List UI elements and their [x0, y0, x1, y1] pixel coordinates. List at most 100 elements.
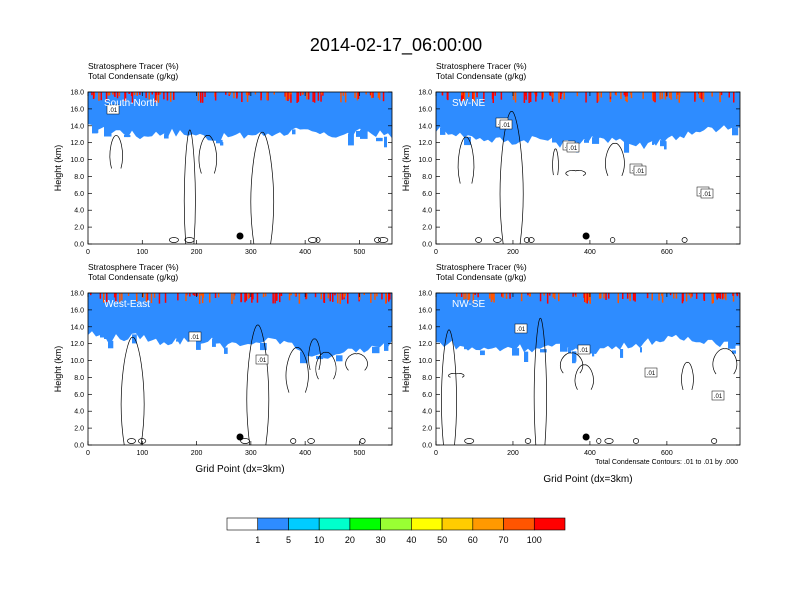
tracer-streak [702, 92, 705, 103]
tracer-streak [624, 92, 627, 97]
tracer-streak [703, 293, 706, 301]
tracer-streak [596, 92, 599, 103]
tracer-streak [388, 293, 390, 302]
tracer-streak [158, 293, 161, 304]
tracer-streak [354, 92, 356, 98]
condensate-contours: .01 .01 .01 .01 [441, 317, 738, 445]
tracer-field: .01.01.01.01.01.01.01.01 [436, 92, 740, 244]
tracer-streak [712, 293, 714, 304]
condensate-contour [345, 353, 368, 371]
tracer-streak [542, 92, 544, 98]
tracer-streak [157, 92, 160, 95]
tracer-drip [480, 350, 485, 356]
tracer-streak [535, 92, 537, 102]
tracer-drip [384, 343, 389, 351]
tracer-streak [312, 92, 314, 102]
tracer-streak [340, 92, 342, 103]
tracer-streak [296, 92, 298, 103]
tracer-streak [385, 293, 387, 304]
condensate-contour [528, 237, 535, 243]
y-tick-label: 0.0 [74, 443, 84, 450]
tracer-streak [473, 92, 475, 103]
tracer-streak [732, 293, 734, 296]
colorbar-label: 20 [345, 535, 355, 545]
tracer-streak [539, 293, 542, 302]
tracer-drip [652, 141, 655, 145]
tracer-streak [204, 92, 206, 97]
contour-label-box [644, 367, 658, 378]
tracer-streak [356, 92, 359, 101]
tracer-streak [148, 92, 150, 100]
condensate-contour [127, 438, 136, 444]
tracer-streak [623, 92, 626, 96]
contour-label: .01 [517, 327, 526, 333]
y-tick-label: 12.0 [70, 341, 84, 348]
condensate-contour [183, 129, 196, 244]
y-tick-label: 8.0 [422, 174, 432, 181]
tracer-streak [279, 293, 281, 303]
tracer-drip [384, 136, 387, 148]
tracer-streak [528, 92, 530, 103]
tracer-drip [356, 130, 362, 137]
tracer-streak [698, 92, 701, 99]
tracer-streak [691, 293, 693, 297]
x-tick-label: 400 [584, 450, 596, 457]
tracer-streak [347, 293, 349, 304]
tracer-drip [104, 336, 110, 339]
tracer-streak [321, 92, 323, 95]
condensate-contour [475, 237, 483, 243]
contour-label: .01 [580, 348, 589, 354]
tracer-streak [509, 293, 511, 299]
y-tick-label: 18.0 [418, 90, 432, 97]
condensate-contour [499, 111, 524, 244]
tracer-streak [543, 293, 545, 296]
y-axis-label: Height (km) [401, 346, 411, 393]
tracer-streak [719, 293, 722, 299]
condensate-contour [198, 135, 217, 174]
tracer-streak [155, 92, 158, 96]
colorbar-label: 60 [468, 535, 478, 545]
tracer-streak [461, 92, 463, 96]
x-tick-label: 200 [507, 249, 519, 256]
tracer-streak [145, 293, 148, 302]
tracer-streak [288, 293, 291, 301]
tracer-band [88, 92, 392, 143]
x-tick-label: 300 [245, 249, 257, 256]
y-tick-label: 12.0 [418, 341, 432, 348]
tracer-drip [216, 139, 223, 144]
condensate-contour [711, 438, 718, 444]
tracer-streak [502, 293, 504, 298]
tracer-streak [675, 293, 678, 299]
x-tick-label: 400 [584, 249, 596, 256]
x-tick-label: 500 [354, 249, 366, 256]
tracer-streak [196, 293, 198, 297]
plot-frame [87, 91, 393, 245]
tracer-streak [468, 92, 470, 98]
tracer-band [436, 92, 740, 150]
tracer-drip [196, 340, 201, 350]
location-marker [582, 433, 590, 441]
tracer-streak [472, 293, 475, 304]
tracer-streak [669, 293, 672, 296]
tracer-streak [342, 92, 345, 96]
condensate-contour [712, 348, 738, 375]
tracer-streak [231, 293, 233, 304]
tracer-streak [685, 293, 688, 302]
tracer-streak [676, 92, 679, 95]
field-label: Stratosphere Tracer (%) [88, 61, 179, 71]
tracer-streak [189, 293, 191, 297]
tracer-streak [320, 92, 322, 102]
tracer-drip [572, 351, 576, 364]
y-tick-label: 4.0 [74, 208, 84, 215]
condensate-contour [246, 324, 270, 445]
condensate-contour [307, 438, 315, 444]
y-tick-label: 2.0 [74, 225, 84, 232]
tracer-drip [108, 340, 114, 349]
contour-label-box [499, 119, 513, 130]
y-tick-label: 10.0 [418, 358, 432, 365]
condensate-contour [307, 237, 318, 243]
tracer-streak [541, 92, 543, 100]
tracer-streak [290, 293, 292, 296]
tracer-streak [98, 92, 100, 101]
tracer-streak [327, 293, 329, 299]
